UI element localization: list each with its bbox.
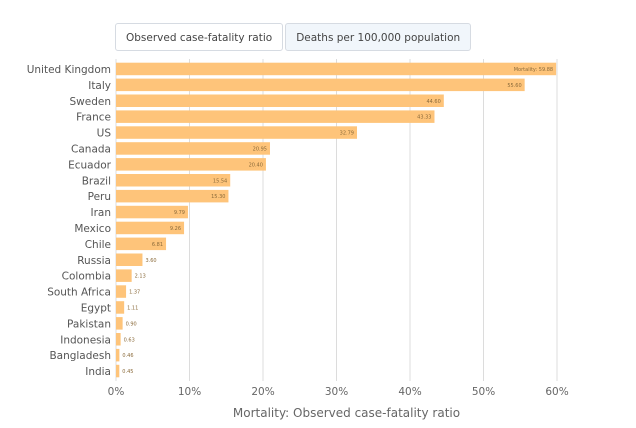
x-tick-label: 20%: [251, 386, 274, 398]
deaths-per-100k-button[interactable]: Deaths per 100,000 population: [285, 23, 472, 51]
bar-value-label: 1.11: [127, 305, 138, 311]
category-label: India: [85, 366, 111, 378]
bar-value-label: 3.60: [145, 258, 156, 264]
category-label: Canada: [71, 143, 111, 155]
category-label: Sweden: [70, 96, 112, 108]
x-axis-title: Mortality: Observed case-fatality ratio: [233, 406, 460, 420]
bar-value-label: 20.40: [249, 162, 263, 168]
category-label: Iran: [90, 207, 111, 219]
bar[interactable]: [116, 285, 127, 298]
bar[interactable]: [116, 189, 229, 203]
bar[interactable]: [116, 237, 167, 251]
bar-value-label: 20.95: [253, 146, 267, 152]
x-tick-label: 30%: [325, 386, 348, 398]
bar-value-label: 0.90: [126, 321, 137, 327]
bar-value-label: 0.46: [122, 353, 133, 359]
bar-value-label: 15.30: [211, 194, 225, 200]
category-label: Italy: [88, 80, 111, 92]
bar[interactable]: [116, 158, 266, 171]
bar-value-label: 15.54: [213, 178, 227, 184]
bar-value-label: 9.79: [174, 210, 185, 216]
bar[interactable]: [116, 333, 121, 346]
bar[interactable]: [116, 253, 143, 267]
bar[interactable]: [116, 62, 557, 76]
bar[interactable]: [116, 142, 270, 155]
bar[interactable]: [116, 126, 358, 139]
bar[interactable]: [116, 221, 185, 235]
category-label: United Kingdom: [27, 64, 111, 76]
bar-value-label: 1.37: [129, 290, 140, 296]
category-label: France: [76, 112, 111, 124]
category-label: Bangladesh: [49, 350, 111, 362]
bar[interactable]: [116, 205, 188, 219]
bar-value-label: 32.79: [340, 131, 354, 137]
bar-value-label: Mortality: 59.88: [514, 67, 553, 73]
bar-value-label: 0.45: [122, 369, 133, 375]
x-tick-label: 10%: [178, 386, 201, 398]
bar[interactable]: [116, 317, 123, 330]
x-axis-ticks: 0% 10% 20% 30% 40% 50% 60%: [108, 386, 569, 398]
bar[interactable]: [116, 348, 120, 362]
bar-value-label: 6.81: [152, 242, 163, 248]
bar-value-label: 2.13: [135, 274, 146, 280]
bar-value-label: 44.60: [426, 99, 440, 105]
bar[interactable]: [116, 78, 525, 92]
x-tick-label: 60%: [545, 386, 568, 398]
category-label: Egypt: [81, 302, 111, 314]
category-label: Russia: [77, 255, 111, 267]
category-label: Colombia: [62, 271, 111, 283]
bar[interactable]: [116, 94, 444, 108]
x-tick-label: 0%: [108, 386, 125, 398]
category-label: South Africa: [47, 287, 111, 299]
category-labels: United Kingdom Italy Sweden France US Canada E…: [27, 64, 112, 378]
bar[interactable]: [116, 364, 120, 378]
x-tick-label: 40%: [398, 386, 421, 398]
category-label: Pakistan: [67, 318, 111, 330]
bar[interactable]: [116, 110, 435, 123]
metric-toggle-group: Observed case-fatality ratio Deaths per …: [115, 23, 472, 51]
bar[interactable]: [116, 269, 132, 282]
category-label: Brazil: [82, 175, 111, 187]
bar-value-label: 0.63: [124, 337, 135, 343]
bar[interactable]: [116, 301, 125, 314]
category-label: Chile: [85, 239, 111, 251]
category-label: Indonesia: [60, 334, 111, 346]
bar-value-label: 9.26: [170, 226, 181, 232]
bar[interactable]: [116, 174, 231, 187]
gridlines: [115, 59, 558, 381]
category-label: Peru: [88, 191, 111, 203]
category-label: US: [97, 128, 112, 140]
bar-value-label: 43.33: [417, 115, 431, 121]
bar-value-label: 55.60: [507, 83, 521, 89]
category-label: Mexico: [74, 223, 111, 235]
bars: Mortality: 59.88 55.60 44.60 43.33 32.79 20.9…: [116, 62, 557, 378]
category-label: Ecuador: [68, 159, 112, 171]
x-tick-label: 50%: [472, 386, 495, 398]
case-fatality-ratio-button[interactable]: Observed case-fatality ratio: [115, 23, 284, 51]
